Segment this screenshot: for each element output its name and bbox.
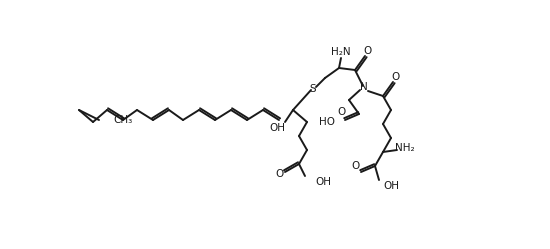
Text: O: O [351,161,359,171]
Text: HO: HO [319,117,335,127]
Text: O: O [337,107,345,117]
Text: CH₃: CH₃ [113,115,132,125]
Text: O: O [275,169,283,179]
Text: OH: OH [269,123,285,133]
Text: OH: OH [383,181,399,191]
Text: OH: OH [315,177,331,187]
Text: O: O [363,46,371,56]
Text: NH₂: NH₂ [395,143,415,153]
Text: S: S [310,84,316,94]
Text: H₂N: H₂N [331,47,351,57]
Text: O: O [392,72,400,82]
Text: N: N [360,82,368,92]
